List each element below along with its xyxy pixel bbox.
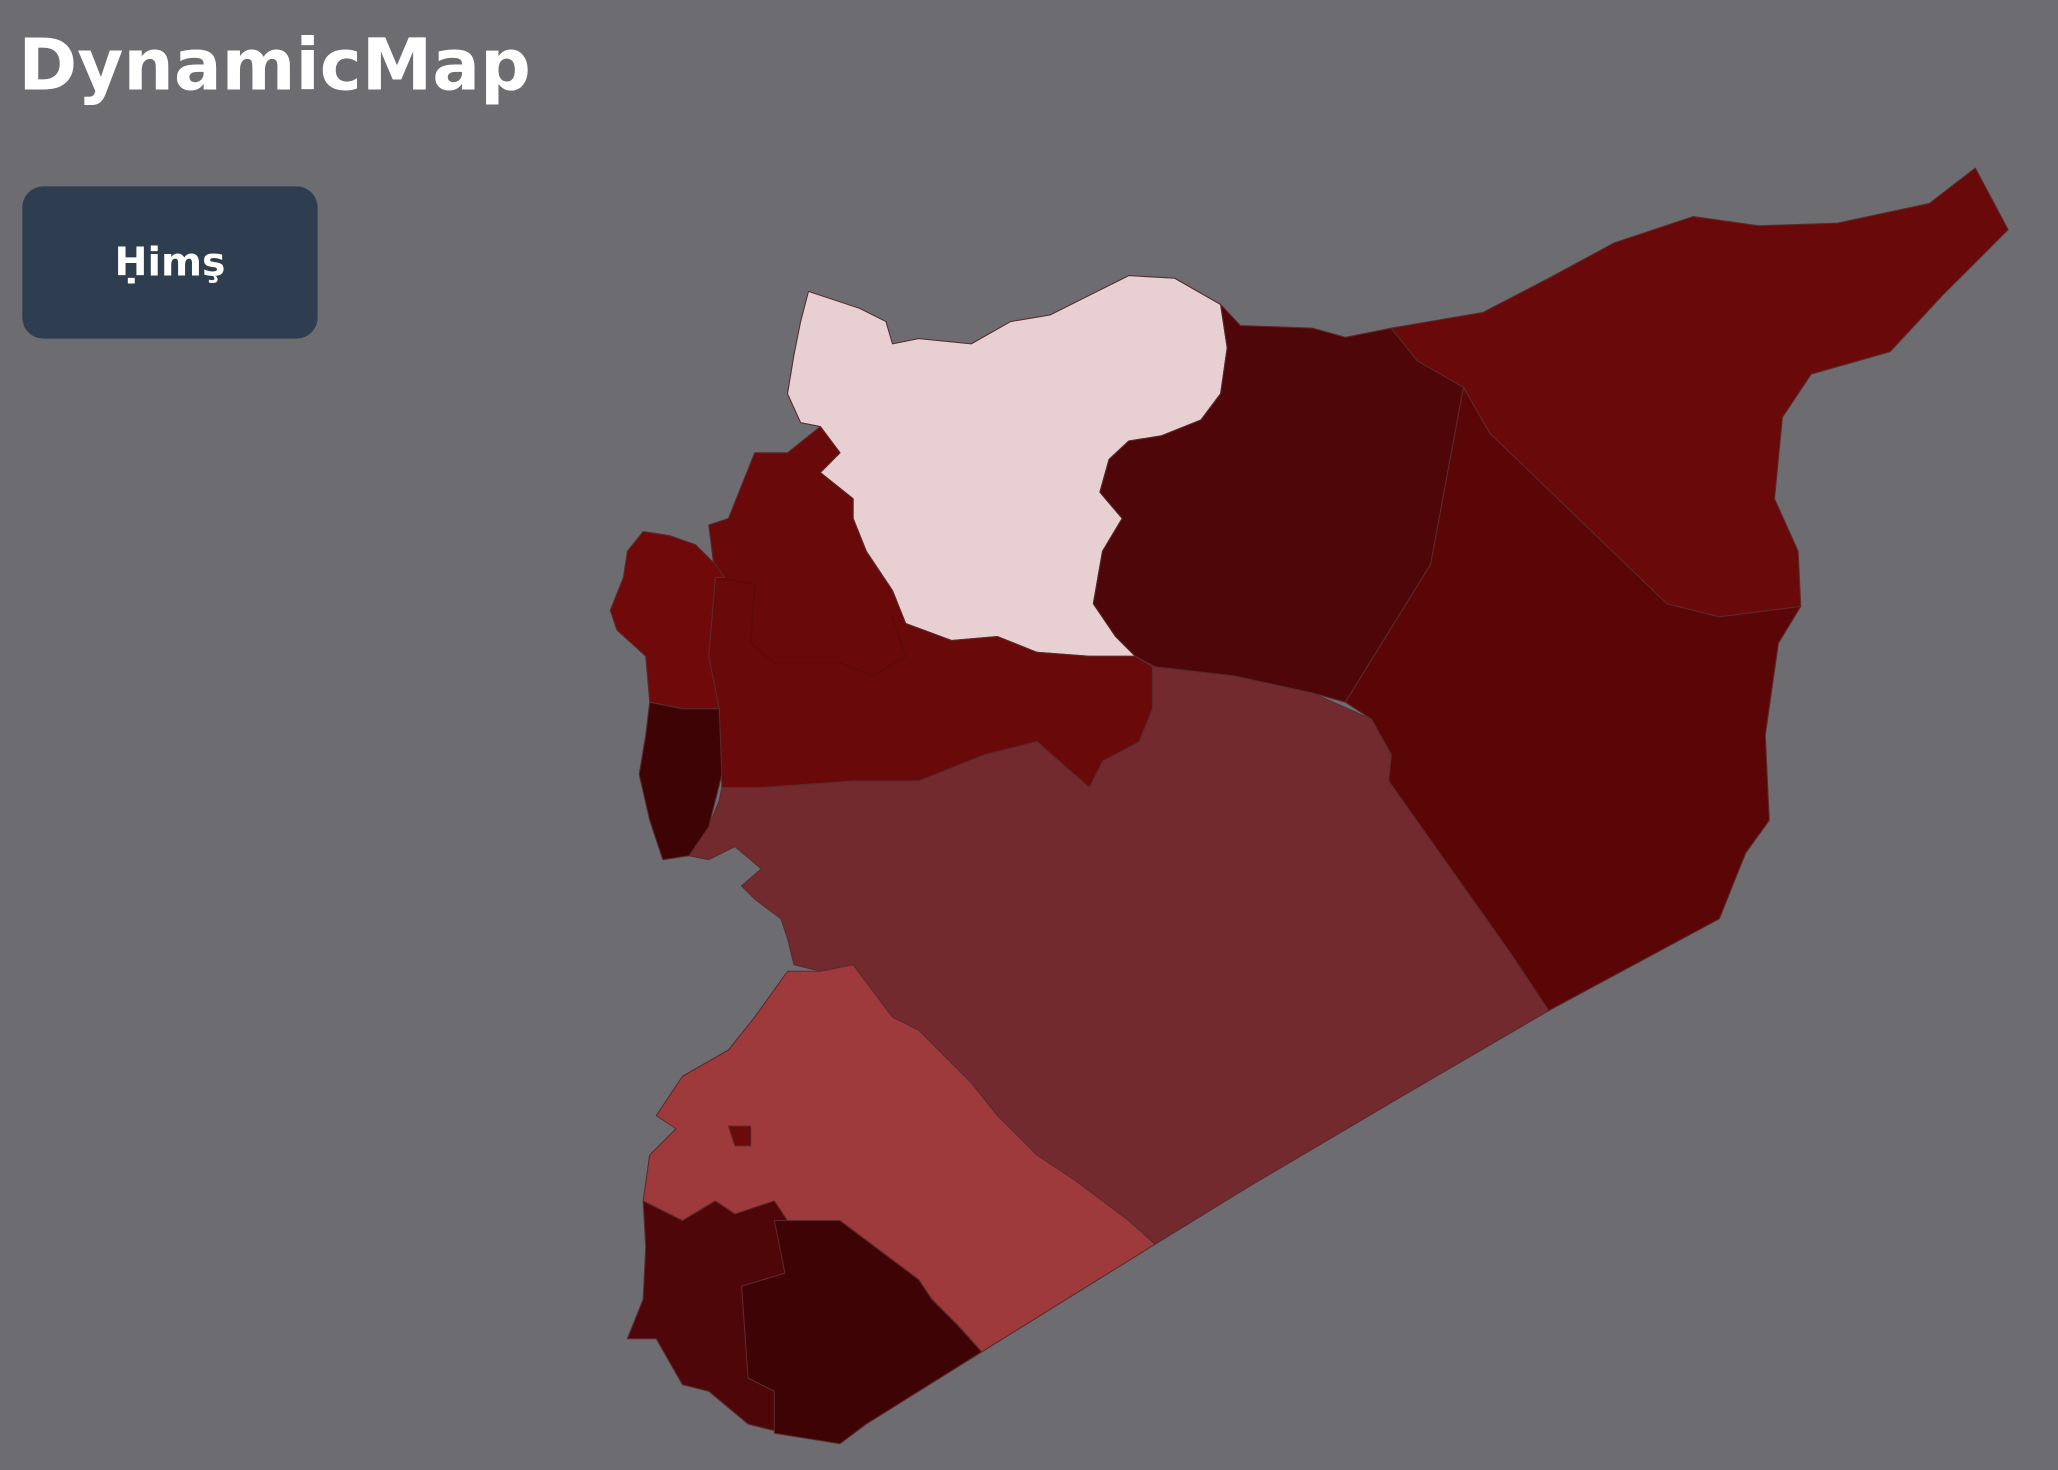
region-damascus[interactable] [727,1125,752,1147]
region-deir-ez-zor[interactable] [1344,386,1802,1012]
region-label: Ḥimş [115,240,226,286]
region-latakia[interactable] [609,531,726,710]
region-tartus[interactable] [638,701,723,861]
inner-border [715,576,907,677]
app-title: DynamicMap [18,23,530,106]
region-as-suwayda[interactable] [741,1220,983,1445]
region-hama-idlib[interactable] [708,426,1153,789]
region-label-box[interactable]: Ḥimş [22,186,318,339]
label-box-bg [22,186,318,339]
map [609,167,2009,1445]
